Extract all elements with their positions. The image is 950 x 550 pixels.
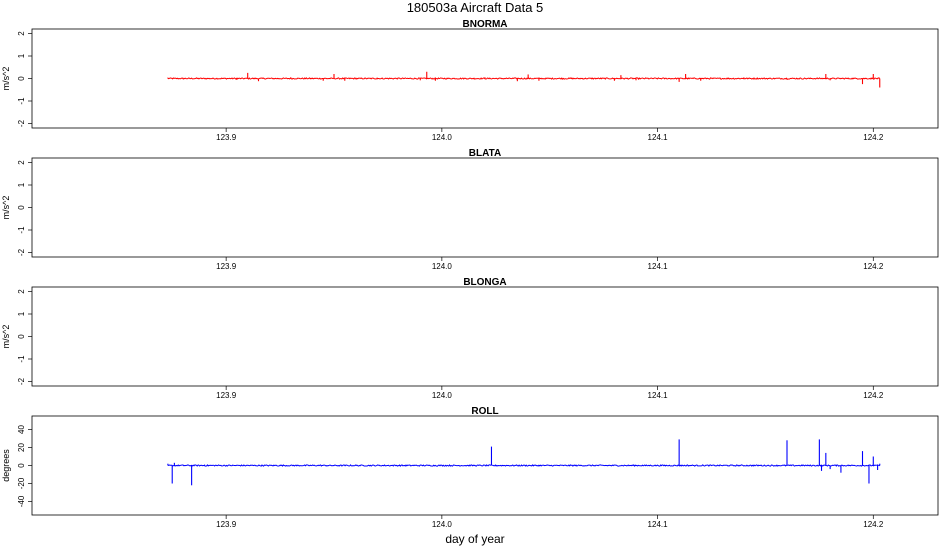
y-tick-label: -2 xyxy=(17,377,26,385)
y-tick-label: -2 xyxy=(17,119,26,127)
y-tick-label: 1 xyxy=(17,182,26,187)
x-tick-label: 124.0 xyxy=(432,520,453,529)
y-tick-label: 0 xyxy=(17,463,26,468)
panel-title: BNORMA xyxy=(463,19,508,30)
x-tick-label: 124.1 xyxy=(648,133,669,142)
y-axis-label: m/s^2 xyxy=(1,325,11,349)
y-tick-label: 1 xyxy=(17,53,26,58)
x-tick-label: 124.1 xyxy=(648,520,669,529)
y-tick-label: -40 xyxy=(17,495,26,507)
y-tick-label: 20 xyxy=(17,443,26,452)
y-tick-label: 2 xyxy=(17,31,26,36)
x-tick-label: 124.0 xyxy=(432,133,453,142)
panel-roll: ROLL degrees -40 -20 0 20 40 123.9 124.0 124.1 124… xyxy=(1,406,939,529)
y-axis-label: m/s^2 xyxy=(1,67,11,91)
y-tick-label: 0 xyxy=(17,76,26,81)
series-line xyxy=(167,464,881,467)
panel-title: BLONGA xyxy=(463,277,506,288)
x-tick-label: 123.9 xyxy=(216,262,237,271)
y-tick-label: 2 xyxy=(17,160,26,165)
plot-frame xyxy=(31,157,939,258)
y-axis-label: m/s^2 xyxy=(1,196,11,220)
x-tick-label: 124.1 xyxy=(648,391,669,400)
y-tick-label: -1 xyxy=(17,355,26,363)
y-tick-label: -2 xyxy=(17,248,26,256)
panel-blonga: BLONGA m/s^2 -2 -1 0 1 2 123.9 124.0 124.1 124.2 xyxy=(1,277,939,400)
x-tick-label: 124.2 xyxy=(863,262,884,271)
x-tick-label: 124.1 xyxy=(648,262,669,271)
panel-title: ROLL xyxy=(471,406,498,417)
y-tick-label: -1 xyxy=(17,97,26,105)
y-tick-label: -1 xyxy=(17,226,26,234)
y-tick-label: 0 xyxy=(17,334,26,339)
series-roll xyxy=(167,439,881,486)
x-tick-label: 124.0 xyxy=(432,262,453,271)
y-tick-label: 2 xyxy=(17,289,26,294)
x-tick-label: 124.2 xyxy=(863,391,884,400)
panel-blata: BLATA m/s^2 -2 -1 0 1 2 123.9 124.0 124.1 124.2 xyxy=(1,148,939,271)
y-tick-label: -20 xyxy=(17,477,26,489)
x-tick-label: 123.9 xyxy=(216,520,237,529)
x-tick-label: 123.9 xyxy=(216,133,237,142)
x-tick-label: 124.0 xyxy=(432,391,453,400)
series-line xyxy=(167,77,880,80)
plot-frame xyxy=(31,286,939,387)
figure-title: 180503a Aircraft Data 5 xyxy=(407,0,544,15)
x-tick-label: 123.9 xyxy=(216,391,237,400)
x-tick-label: 124.2 xyxy=(863,133,884,142)
y-tick-label: 40 xyxy=(17,425,26,434)
x-tick-label: 124.2 xyxy=(863,520,884,529)
x-axis-label: day of year xyxy=(445,532,504,546)
y-tick-label: 0 xyxy=(17,205,26,210)
panel-bnorma: BNORMA m/s^2 -2 -1 0 1 2 123.9 124.0 124.1 124.2 xyxy=(1,19,939,142)
panel-title: BLATA xyxy=(469,148,501,159)
y-tick-label: 1 xyxy=(17,311,26,316)
y-axis-label: degrees xyxy=(1,449,11,482)
series-bnorma xyxy=(167,71,881,88)
